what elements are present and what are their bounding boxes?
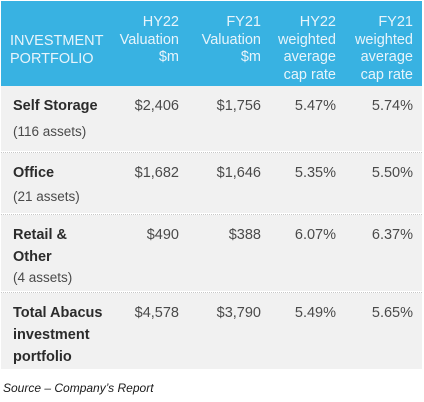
row-divider [1,291,422,293]
cell-fy21-cap-rate: 6.37% [371,227,413,243]
cell-hy22-cap-rate: 5.49% [294,305,336,321]
cell-hy22-valuation: $1,682 [134,165,179,181]
header-line: HY22 [299,14,336,30]
table-row: Total Abacus investment portfolio $4,578… [1,293,422,369]
header-line: PORTFOLIO [10,50,94,67]
header-line: weighted [277,31,336,48]
header-line: Valuation [201,31,261,48]
row-name: Total Abacus investment portfolio [13,302,102,368]
cell-hy22-cap-rate: 6.07% [294,227,336,243]
row-asset-count: (116 assets) [13,124,87,139]
header-line: weighted [354,31,413,48]
header-line: average [283,49,336,65]
header-line: cap rate [283,66,336,83]
source-note: Source – Company’s Report [3,381,154,395]
row-divider [1,213,422,215]
cell-hy22-valuation: $490 [146,227,179,243]
header-line: Valuation [119,31,179,48]
header-hy22-cap-rate: HY22 weighted average cap rate [278,14,336,84]
header-fy21-valuation: FY21 Valuation $m [202,14,261,67]
table-row: Office (21 assets) $1,682 $1,646 5.35% 5… [1,153,422,215]
cell-hy22-valuation: $4,578 [134,305,179,321]
header-investment-portfolio: INVESTMENT PORTFOLIO [10,33,103,68]
header-line: INVESTMENT [10,33,104,49]
cell-fy21-valuation: $388 [228,227,261,243]
row-name-line: Self Storage [13,98,98,114]
header-line: FY21 [226,14,261,30]
row-name-line: Office [13,165,55,181]
header-line: $m [240,49,261,65]
header-line: average [360,49,413,65]
cell-fy21-valuation: $1,646 [216,165,261,181]
row-name-line: Retail & [13,227,67,243]
row-name: Office [13,162,54,184]
header-line: cap rate [360,66,413,83]
cell-fy21-valuation: $1,756 [216,98,261,114]
row-asset-count: (21 assets) [13,189,80,204]
row-name-line: investment [13,327,90,343]
cell-fy21-cap-rate: 5.50% [371,165,413,181]
row-name-line: Other [13,249,52,265]
table-row: Self Storage (116 assets) $2,406 $1,756 … [1,86,422,153]
header-line: $m [158,49,179,65]
cell-fy21-cap-rate: 5.65% [371,305,413,321]
header-fy21-cap-rate: FY21 weighted average cap rate [355,14,413,84]
cell-fy21-valuation: $3,790 [216,305,261,321]
header-line: HY22 [142,14,179,30]
cell-hy22-valuation: $2,406 [134,98,179,114]
row-asset-count: (4 assets) [13,270,73,285]
row-name-line: Total Abacus [13,305,103,321]
investment-portfolio-table: INVESTMENT PORTFOLIO HY22 Valuation $m F… [1,1,422,369]
row-divider [1,151,422,153]
cell-hy22-cap-rate: 5.47% [294,98,336,114]
row-name: Self Storage [13,95,98,117]
cell-fy21-cap-rate: 5.74% [371,98,413,114]
cell-hy22-cap-rate: 5.35% [294,165,336,181]
table-header: INVESTMENT PORTFOLIO HY22 Valuation $m F… [1,1,422,86]
header-hy22-valuation: HY22 Valuation $m [120,14,179,67]
header-line: FY21 [378,14,413,30]
table-row: Retail & Other (4 assets) $490 $388 6.07… [1,215,422,293]
row-name-line: portfolio [13,349,72,365]
row-name: Retail & Other [13,224,67,268]
